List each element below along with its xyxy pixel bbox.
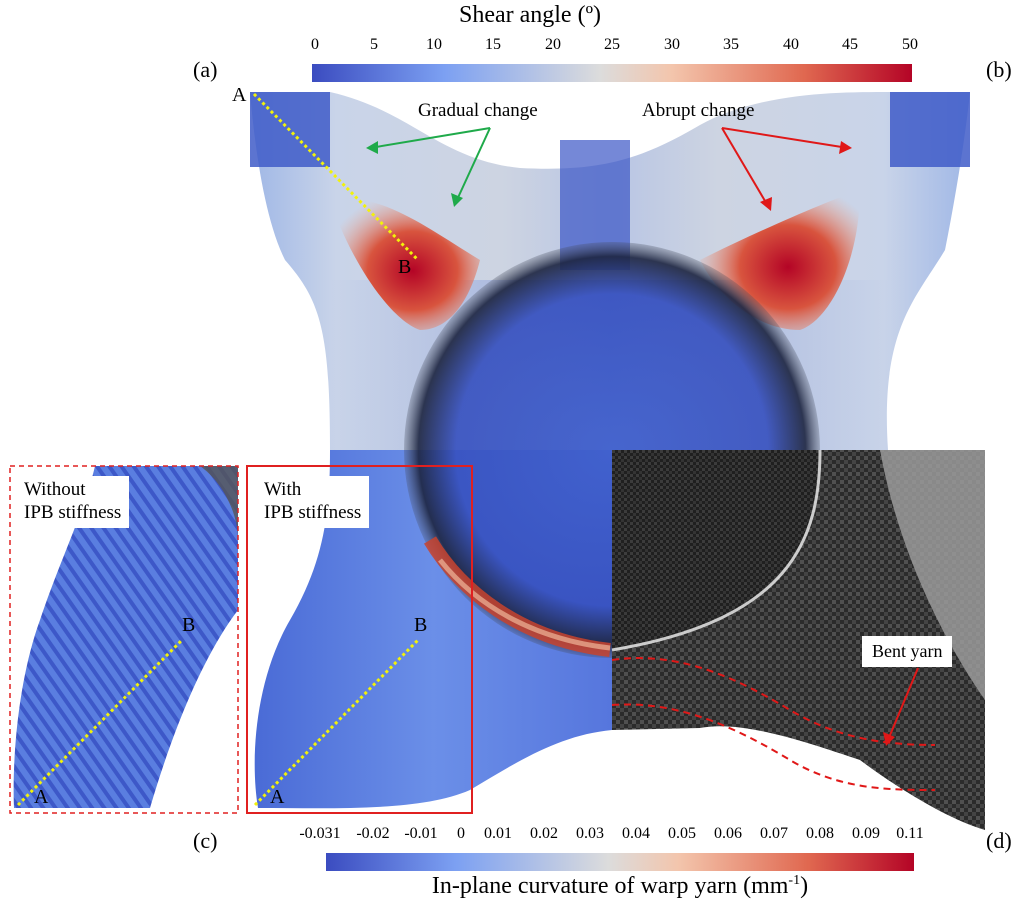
inset-frame-with <box>246 465 473 814</box>
curvature-tick: -0.01 <box>404 825 438 842</box>
curvature-colorbar-title: In-plane curvature of warp yarn (mm-1) <box>380 873 860 900</box>
abrupt-arrow-right <box>721 127 849 149</box>
shear-tick: 25 <box>604 36 620 53</box>
abrupt-arrow-down <box>721 127 769 207</box>
curvature-title-sup: -1 <box>788 873 801 888</box>
shear-tick: 50 <box>902 36 918 53</box>
abrupt-change-label: Abrupt change <box>642 100 755 121</box>
shear-angle-colorbar-title: Shear angle (º) <box>458 2 602 28</box>
point-b-upper: B <box>398 256 412 278</box>
shear-tick: 0 <box>311 36 319 53</box>
curvature-tick: 0.06 <box>714 825 742 842</box>
curvature-tick: -0.031 <box>299 825 341 842</box>
curvature-tick: 0.11 <box>896 825 924 842</box>
panel-label-b: (b) <box>986 57 1012 82</box>
path-a-b-with <box>253 638 420 807</box>
curvature-title-main: In-plane curvature of warp yarn (mm <box>431 873 789 899</box>
curvature-tick: 0.02 <box>530 825 558 842</box>
gradual-arrow-right <box>455 127 491 203</box>
path-a-b-upper <box>252 92 420 262</box>
gradual-arrow-left <box>369 127 491 149</box>
shear-tick: 15 <box>485 36 501 53</box>
curvature-tick: 0.01 <box>484 825 512 842</box>
curvature-tick: 0.04 <box>622 825 650 842</box>
inset-frame-without <box>9 465 239 814</box>
shear-tick: 30 <box>664 36 680 53</box>
curvature-tick: -0.02 <box>356 825 390 842</box>
bent-yarn-line-lower <box>611 703 936 791</box>
shear-tick: 45 <box>842 36 858 53</box>
curvature-tick-row: -0.031 -0.02 -0.01 0 0.01 0.02 0.03 0.04… <box>0 825 1033 845</box>
shear-angle-colorbar <box>312 64 912 82</box>
without-ipb-line2: IPB stiffness <box>24 502 122 523</box>
curvature-tick: 0 <box>457 825 465 842</box>
shear-region-left <box>330 198 480 330</box>
panel-label-a: (a) <box>193 57 218 82</box>
curvature-tick: 0.07 <box>760 825 788 842</box>
shear-tick: 40 <box>783 36 799 53</box>
with-ipb-line1: With <box>264 479 302 500</box>
point-b-with: B <box>414 614 428 636</box>
curvature-sheet-without-ipb <box>13 466 239 808</box>
point-a-upper: A <box>232 84 247 106</box>
gradual-change-label: Gradual change <box>418 100 538 121</box>
shear-angle-tick-row: 0 5 10 15 20 25 30 35 40 45 50 <box>0 36 1033 56</box>
shear-tick: 35 <box>723 36 739 53</box>
panel-label-d: (d) <box>986 828 1012 853</box>
curvature-tick: 0.05 <box>668 825 696 842</box>
bent-yarn-label: Bent yarn <box>862 636 953 667</box>
curvature-tick: 0.09 <box>852 825 880 842</box>
curvature-tick: 0.03 <box>576 825 604 842</box>
bent-yarn-arrow <box>887 667 919 741</box>
with-ipb-label: With IPB stiffness <box>256 476 370 528</box>
shear-tick: 20 <box>545 36 561 53</box>
point-a-with: A <box>270 786 285 808</box>
with-ipb-line2: IPB stiffness <box>264 502 362 523</box>
without-ipb-label: Without IPB stiffness <box>16 476 130 528</box>
curvature-tick: 0.08 <box>806 825 834 842</box>
without-ipb-line1: Without <box>24 479 86 500</box>
curvature-colorbar <box>326 853 914 871</box>
panel-label-c: (c) <box>193 828 218 853</box>
point-a-without: A <box>34 786 49 808</box>
point-b-without: B <box>182 614 196 636</box>
shear-tick: 5 <box>370 36 378 53</box>
curvature-title-end: ) <box>800 873 809 899</box>
shear-tick: 10 <box>426 36 442 53</box>
path-a-b-without <box>16 638 184 807</box>
